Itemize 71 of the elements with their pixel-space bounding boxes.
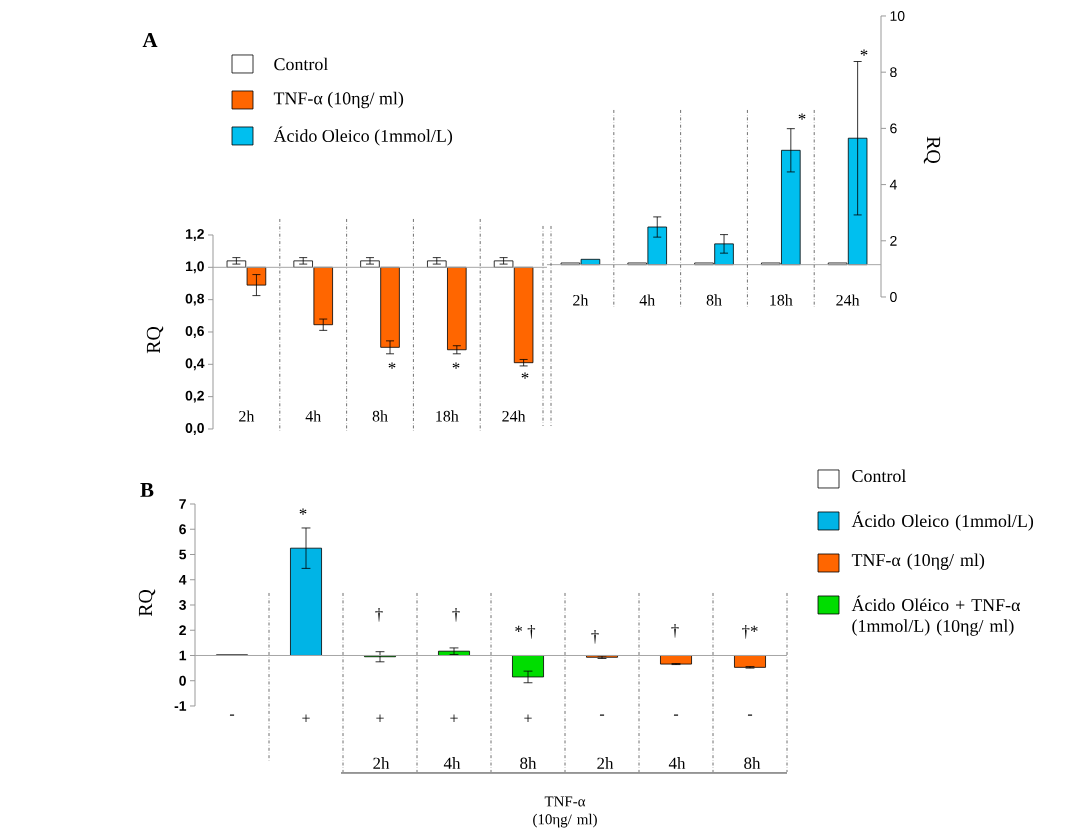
legend-label: Ácido Oléico + TNF-α (1mmol/L) (10ηg/ ml) bbox=[851, 595, 1021, 636]
y2-tick-label: 8 bbox=[890, 67, 897, 78]
x-tick-label: 18h bbox=[436, 410, 459, 422]
y-tick-label: 1,2 bbox=[185, 229, 204, 241]
text: 2h bbox=[373, 757, 390, 769]
y2-tick-label: 6 bbox=[890, 123, 897, 134]
y-tick-label: 0,8 bbox=[185, 293, 205, 306]
legend-label: Ácido Oleico (1mmol/L) bbox=[851, 511, 1034, 531]
chart-title: A bbox=[142, 33, 158, 47]
y-tick-label: 1 bbox=[179, 650, 187, 661]
chart-title: B bbox=[140, 483, 154, 497]
annotation: * † bbox=[515, 625, 536, 639]
y-tick-label: 3 bbox=[179, 600, 186, 610]
x-tick-label: + bbox=[450, 714, 458, 722]
y-axis-title: RQ bbox=[138, 589, 156, 617]
y-tick-label: -1 bbox=[174, 701, 187, 711]
x-axis-title: TNF-α (10ηg/ ml) bbox=[533, 796, 597, 828]
annotation: † bbox=[452, 608, 460, 622]
y-tick-label: 0,4 bbox=[185, 358, 205, 371]
y-tick-label: 0,6 bbox=[185, 326, 204, 338]
x-tick-label: - bbox=[673, 714, 679, 716]
annotation: * bbox=[388, 362, 396, 369]
text: 2h bbox=[597, 757, 614, 769]
annotation: † bbox=[591, 630, 599, 644]
text: 8h bbox=[520, 757, 537, 769]
y-tick-label: 6 bbox=[179, 524, 186, 535]
x-tick-label: - bbox=[747, 714, 753, 716]
x-tick-label: 2h bbox=[239, 410, 255, 422]
text: 4h bbox=[443, 757, 461, 769]
annotation: † bbox=[375, 608, 383, 622]
x-tick-label: 2h bbox=[573, 294, 589, 306]
text: 4h bbox=[668, 757, 686, 769]
annotation: * bbox=[452, 362, 460, 369]
y2-tick-label: 10 bbox=[890, 11, 905, 21]
text: * bbox=[860, 49, 868, 56]
x-tick-label: + bbox=[302, 714, 310, 722]
annotation: †* bbox=[742, 625, 758, 639]
y-tick-label: 4 bbox=[178, 574, 187, 585]
legend-label: TNF-α (10ηg/ ml) bbox=[273, 91, 404, 109]
legend-label: Control bbox=[852, 469, 906, 483]
x-tick-label: + bbox=[524, 714, 532, 722]
x-tick-label: 18h bbox=[770, 294, 793, 306]
annotation: * bbox=[521, 372, 529, 379]
y-tick-label: 0,0 bbox=[185, 423, 204, 435]
y-tick-label: 1,0 bbox=[185, 261, 204, 274]
y2-tick-label: 4 bbox=[889, 179, 897, 190]
x-tick-label: - bbox=[599, 714, 605, 716]
y2-axis-title: RQ bbox=[923, 136, 941, 164]
x-tick-label: - bbox=[229, 714, 235, 716]
x-tick-label: 24h bbox=[836, 294, 860, 306]
x-tick-label: 8h bbox=[706, 294, 722, 306]
x-tick-label: 4h bbox=[305, 410, 321, 422]
legend-label: TNF-α (10ηg/ ml) bbox=[851, 553, 985, 570]
text: 8h bbox=[744, 757, 761, 769]
y2-tick-label: 2 bbox=[890, 235, 897, 246]
x-tick-label: 8h bbox=[372, 410, 388, 422]
y-tick-label: 0 bbox=[179, 675, 186, 686]
annotation: † bbox=[671, 624, 679, 638]
x-tick-label: 4h bbox=[639, 294, 655, 306]
y-axis-title: RQ bbox=[146, 326, 164, 354]
y-tick-label: 5 bbox=[179, 549, 187, 560]
legend-label: Control bbox=[274, 57, 328, 71]
y2-tick-label: 0 bbox=[890, 292, 897, 302]
x-tick-label: + bbox=[376, 714, 384, 722]
text: * bbox=[798, 113, 806, 120]
y-tick-label: 0,2 bbox=[185, 390, 204, 403]
x-tick-label: 24h bbox=[502, 410, 526, 422]
legend-label: Ácido Oleico (1mmol/L) bbox=[273, 126, 453, 146]
annotation: * bbox=[299, 508, 307, 515]
y-tick-label: 7 bbox=[179, 499, 186, 509]
y-tick-label: 2 bbox=[179, 625, 186, 636]
